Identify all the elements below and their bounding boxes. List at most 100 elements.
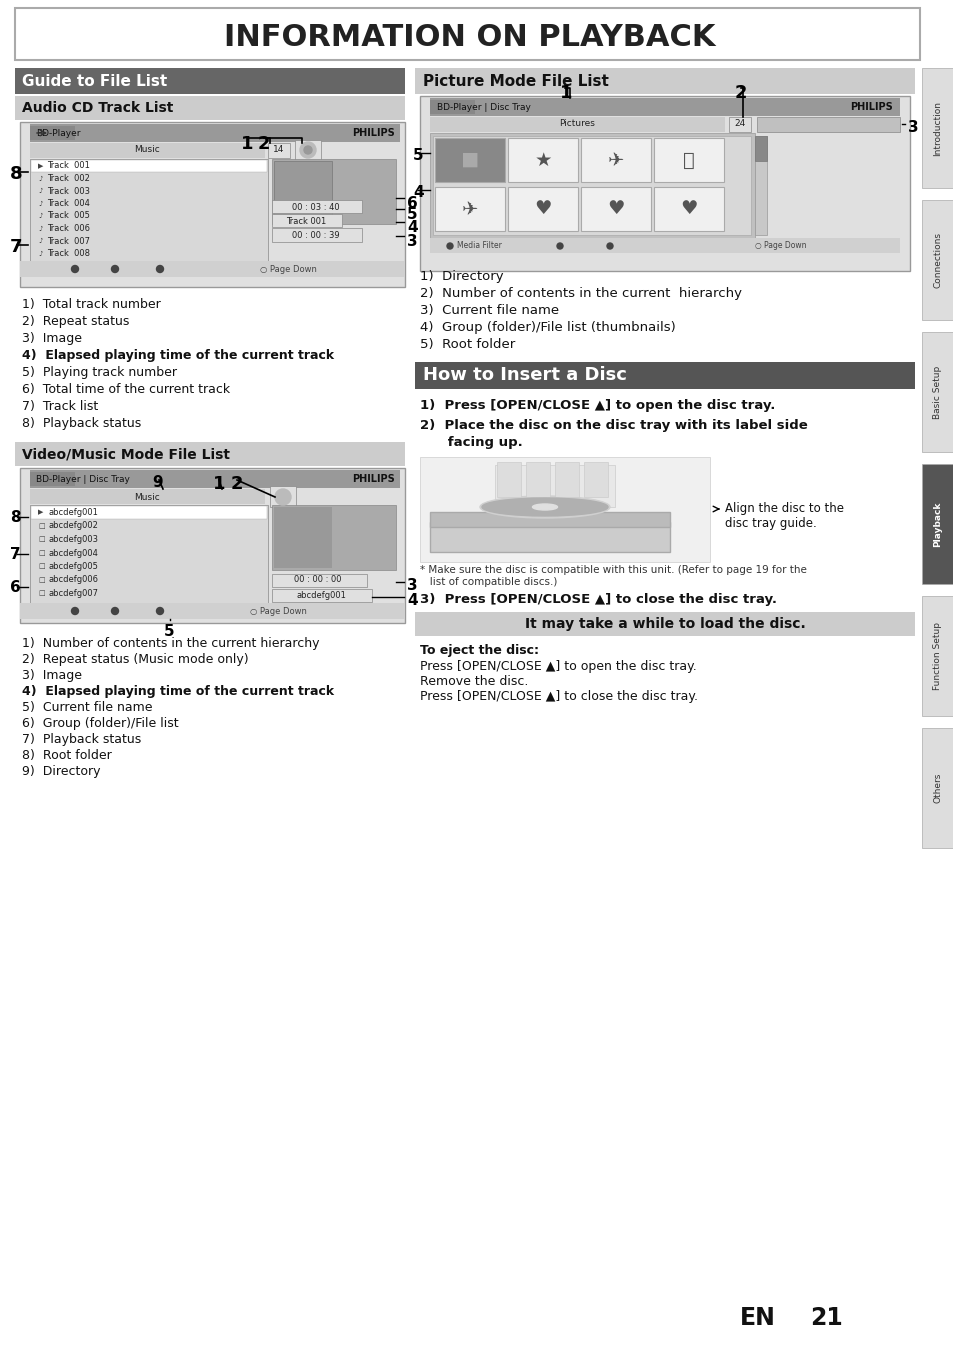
Bar xyxy=(430,117,724,132)
Bar xyxy=(435,137,504,182)
Text: abcdefg004: abcdefg004 xyxy=(48,549,98,558)
Text: 1)  Number of contents in the current hierarchy: 1) Number of contents in the current hie… xyxy=(22,638,319,650)
Bar xyxy=(757,117,899,132)
Bar xyxy=(20,262,405,276)
Text: 21: 21 xyxy=(809,1306,841,1330)
Text: 4: 4 xyxy=(407,220,417,235)
Text: Remove the disc.: Remove the disc. xyxy=(419,675,528,687)
Bar xyxy=(507,187,578,231)
Circle shape xyxy=(156,608,163,615)
Text: 9: 9 xyxy=(152,474,162,491)
Text: 1: 1 xyxy=(559,84,572,102)
Text: Press [OPEN/CLOSE ▲] to open the disc tray.: Press [OPEN/CLOSE ▲] to open the disc tr… xyxy=(419,661,696,673)
Text: abcdefg001: abcdefg001 xyxy=(295,590,346,600)
Bar xyxy=(30,124,399,142)
Bar xyxy=(415,67,914,94)
Bar xyxy=(294,140,320,160)
Bar xyxy=(430,100,475,115)
Text: 7: 7 xyxy=(10,547,21,562)
Bar xyxy=(272,159,395,224)
Text: 3)  Image: 3) Image xyxy=(22,332,82,345)
Bar xyxy=(754,136,766,160)
Text: ♪: ♪ xyxy=(38,201,43,206)
Bar xyxy=(270,487,295,507)
Bar xyxy=(419,457,709,562)
Text: abcdefg001: abcdefg001 xyxy=(48,508,98,518)
Bar xyxy=(430,522,669,551)
Text: 3: 3 xyxy=(907,120,918,135)
Bar xyxy=(272,574,367,586)
Text: 6)  Total time of the current track: 6) Total time of the current track xyxy=(22,383,230,396)
Circle shape xyxy=(274,489,291,506)
Text: 00 : 03 : 40: 00 : 03 : 40 xyxy=(292,202,339,212)
Bar xyxy=(20,123,405,287)
Bar xyxy=(555,462,578,497)
Bar xyxy=(274,507,332,568)
Text: BD-Player | Disc Tray: BD-Player | Disc Tray xyxy=(436,102,530,112)
Text: 3: 3 xyxy=(407,578,417,593)
Text: ♥: ♥ xyxy=(679,200,697,218)
Bar xyxy=(15,67,405,94)
Text: 1)  Directory: 1) Directory xyxy=(419,270,503,283)
Text: 4: 4 xyxy=(407,593,417,608)
Text: 2: 2 xyxy=(257,135,271,154)
Bar xyxy=(921,332,953,452)
Bar xyxy=(495,465,615,507)
Text: 6)  Group (folder)/File list: 6) Group (folder)/File list xyxy=(22,717,178,731)
Bar xyxy=(272,506,395,570)
Text: ♪: ♪ xyxy=(38,187,43,194)
Text: To eject the disc:: To eject the disc: xyxy=(419,644,538,656)
Text: It may take a while to load the disc.: It may take a while to load the disc. xyxy=(524,617,804,631)
Text: 24: 24 xyxy=(734,120,745,128)
Text: abcdefg005: abcdefg005 xyxy=(48,562,98,572)
Text: 7)  Playback status: 7) Playback status xyxy=(22,733,141,745)
Bar xyxy=(30,248,267,260)
Text: Track  006: Track 006 xyxy=(47,224,90,233)
Text: 8)  Playback status: 8) Playback status xyxy=(22,417,141,430)
Text: 4: 4 xyxy=(413,185,423,200)
Text: Audio CD Track List: Audio CD Track List xyxy=(22,101,173,115)
Text: ○ Page Down: ○ Page Down xyxy=(754,241,805,251)
Bar xyxy=(921,596,953,716)
Text: Guide to File List: Guide to File List xyxy=(22,74,167,89)
Text: BD-Player | Disc Tray: BD-Player | Disc Tray xyxy=(36,474,130,484)
Text: Track  008: Track 008 xyxy=(47,249,90,257)
Text: □: □ xyxy=(38,523,45,528)
Text: ♥: ♥ xyxy=(534,200,551,218)
Text: ★: ★ xyxy=(534,151,551,170)
Ellipse shape xyxy=(481,497,607,516)
Bar xyxy=(30,532,267,546)
Circle shape xyxy=(299,142,315,158)
Circle shape xyxy=(447,243,453,249)
Text: 5: 5 xyxy=(164,624,174,639)
Text: facing up.: facing up. xyxy=(419,435,522,449)
Text: 4)  Elapsed playing time of the current track: 4) Elapsed playing time of the current t… xyxy=(22,349,334,363)
Text: Others: Others xyxy=(933,772,942,803)
Bar xyxy=(30,470,399,488)
Text: □: □ xyxy=(38,550,45,555)
Bar xyxy=(419,96,909,271)
Text: □: □ xyxy=(38,577,45,582)
Bar xyxy=(430,98,899,116)
Text: EN: EN xyxy=(740,1306,775,1330)
Bar xyxy=(30,573,267,586)
Text: 1)  Press [OPEN/CLOSE ▲] to open the disc tray.: 1) Press [OPEN/CLOSE ▲] to open the disc… xyxy=(419,399,775,412)
Bar xyxy=(272,228,361,243)
Text: 3)  Image: 3) Image xyxy=(22,669,82,682)
Text: 5)  Playing track number: 5) Playing track number xyxy=(22,367,177,379)
Bar xyxy=(921,464,953,584)
Bar xyxy=(728,117,750,132)
Text: Function Setup: Function Setup xyxy=(933,621,942,690)
Text: 2)  Repeat status (Music mode only): 2) Repeat status (Music mode only) xyxy=(22,652,249,666)
Bar xyxy=(30,160,267,173)
Bar xyxy=(268,143,290,158)
Ellipse shape xyxy=(479,496,609,518)
Circle shape xyxy=(71,608,78,615)
Text: □: □ xyxy=(38,563,45,569)
Bar xyxy=(654,137,723,182)
Text: 2)  Place the disc on the disc tray with its label side: 2) Place the disc on the disc tray with … xyxy=(419,419,807,431)
Bar xyxy=(654,187,723,231)
Circle shape xyxy=(606,243,613,249)
Text: ⛵: ⛵ xyxy=(682,151,694,170)
Text: 3)  Current file name: 3) Current file name xyxy=(419,305,558,317)
